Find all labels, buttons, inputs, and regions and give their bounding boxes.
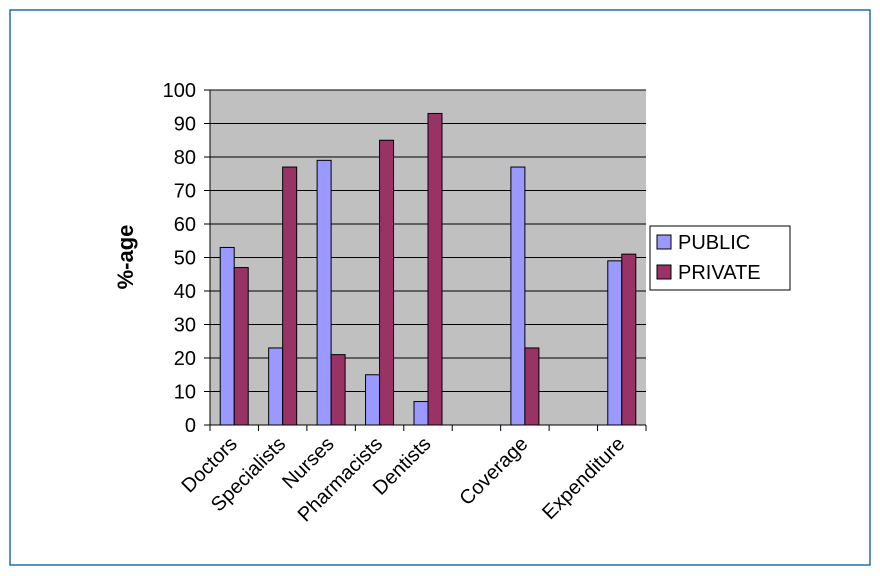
y-tick-label: 20 (174, 348, 196, 370)
bar-private-nurses (330, 354, 346, 426)
y-tick-label: 30 (174, 315, 196, 337)
y-tick-label: 50 (174, 248, 196, 270)
legend: PUBLIC PRIVATE (649, 225, 791, 291)
bar-public-dentists (413, 401, 429, 426)
y-tick-label: 0 (185, 415, 196, 437)
y-tick-label: 90 (174, 114, 196, 136)
y-tick-label: 80 (174, 147, 196, 169)
bar-private-dentists (427, 112, 443, 426)
bar-public-doctors (219, 246, 235, 426)
bar-public-specialists (268, 347, 284, 426)
legend-label-private: PRIVATE (678, 262, 761, 284)
bar-private-pharmacists (379, 139, 395, 426)
bar-public-pharmacists (365, 374, 381, 426)
y-tick-labels: 0 10 20 30 40 50 60 70 80 90 100 (163, 80, 210, 437)
bars (219, 112, 637, 426)
legend-label-public: PUBLIC (678, 232, 750, 254)
y-tick-label: 40 (174, 281, 196, 303)
y-tick-label: 60 (174, 214, 196, 236)
y-tick-label: 70 (174, 181, 196, 203)
bar-public-expenditure (607, 260, 623, 426)
legend-swatch-public (656, 234, 672, 250)
bar-public-nurses (316, 159, 332, 426)
y-tick-label: 10 (174, 382, 196, 404)
bar-private-doctors (233, 267, 249, 426)
y-tick-label: 100 (163, 80, 196, 102)
bar-private-specialists (282, 166, 298, 426)
legend-box (649, 225, 791, 291)
bar-private-coverage (524, 347, 540, 426)
legend-swatch-private (656, 264, 672, 280)
bar-public-coverage (510, 166, 526, 426)
bar-private-expenditure (621, 253, 637, 426)
y-axis-label: %-age (113, 225, 138, 290)
